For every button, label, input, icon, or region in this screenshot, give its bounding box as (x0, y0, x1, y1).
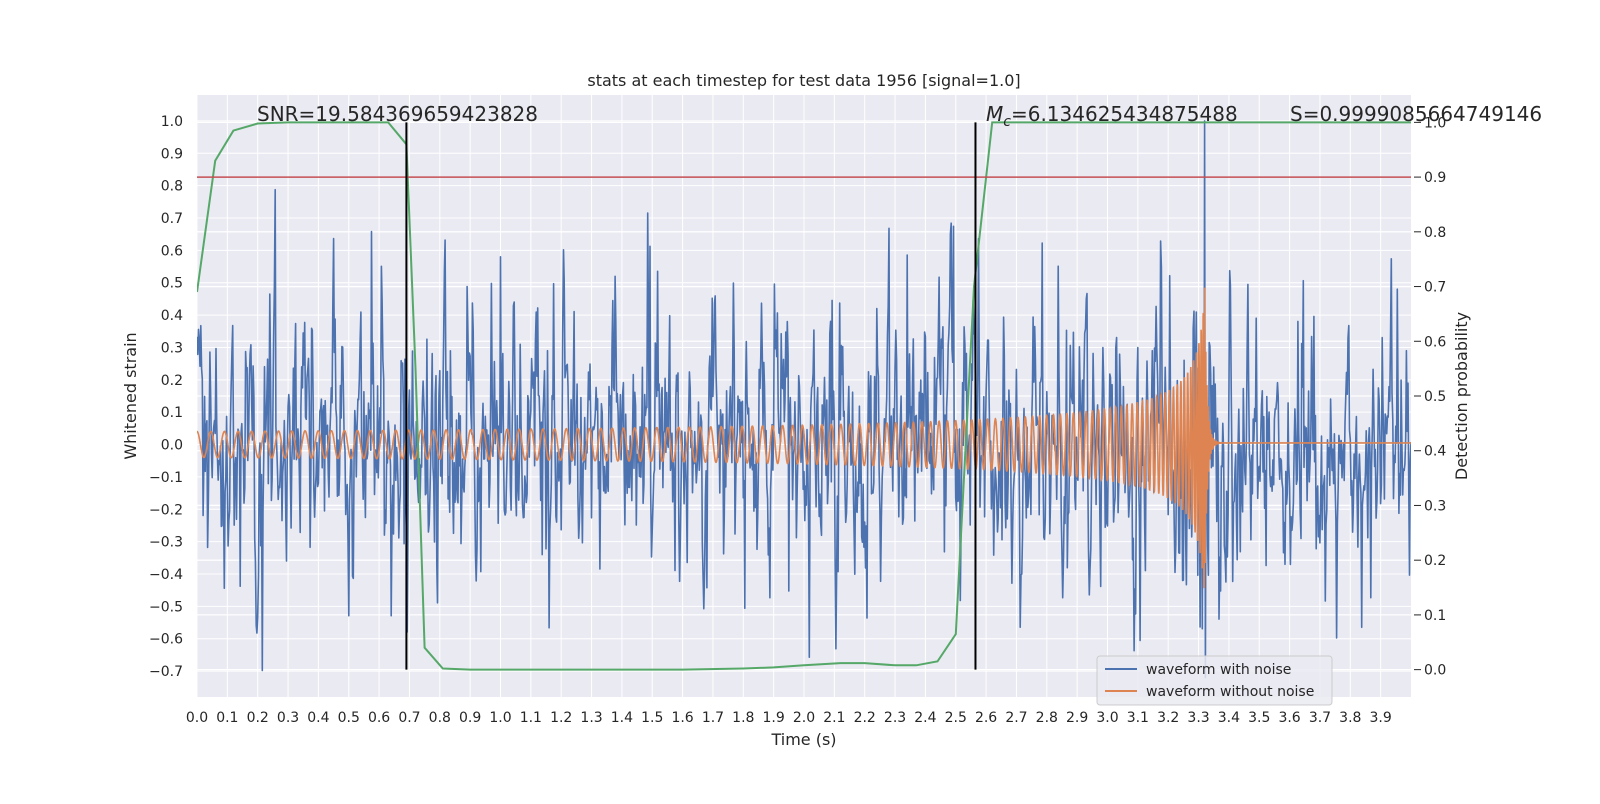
x-tick-label: 1.6 (671, 710, 693, 726)
x-tick-label: 0.2 (247, 710, 269, 726)
legend: waveform with noise waveform without noi… (1096, 655, 1333, 706)
x-tick-label: 2.0 (793, 710, 815, 726)
y2-tick-label: 0.6 (1424, 334, 1446, 350)
y2-tick-label: 0.2 (1424, 553, 1446, 569)
y2-tick-label: 0.7 (1424, 280, 1446, 296)
series-detection-probability (197, 121, 1411, 671)
series-layer (197, 120, 1411, 679)
y-tick-label: −0.5 (149, 599, 183, 615)
y-tick-label: 0.0 (161, 438, 183, 454)
series-waveform-without-noise (197, 287, 1411, 589)
y2-tick-label: 0.3 (1424, 498, 1446, 514)
x-tick-label: 1.8 (732, 710, 754, 726)
chirp-mass-annotation: Mc=6.134625434875488 (986, 102, 1238, 130)
y-tick-label: 0.7 (161, 211, 183, 227)
y2-axis-label: Detection probability (1452, 312, 1471, 480)
legend-label-clean: waveform without noise (1146, 684, 1314, 700)
y-tick-label: 0.6 (161, 243, 183, 259)
y-tick-label: −0.4 (149, 567, 183, 583)
x-tick-label: 2.5 (945, 710, 967, 726)
x-tick-label: 3.5 (1248, 710, 1270, 726)
y-tick-label: 1.0 (161, 114, 183, 130)
x-tick-label: 2.1 (823, 710, 845, 726)
chirp-mass-value: =6.134625434875488 (1011, 102, 1238, 126)
x-tick-label: 0.8 (429, 710, 451, 726)
y-tick-label: −0.7 (149, 664, 183, 680)
x-tick-label: 1.4 (611, 710, 633, 726)
x-tick-label: 2.2 (854, 710, 876, 726)
x-tick-label: 1.5 (641, 710, 663, 726)
y-tick-label: 0.5 (161, 276, 183, 292)
x-tick-label: 3.4 (1218, 710, 1240, 726)
x-tick-label: 0.6 (368, 710, 390, 726)
y2-tick-label: 0.9 (1424, 170, 1446, 186)
y-tick-label: 0.1 (161, 405, 183, 421)
y-tick-label: −0.2 (149, 502, 183, 518)
x-tick-label: 1.2 (550, 710, 572, 726)
x-tick-label: 3.3 (1187, 710, 1209, 726)
y2-tick-label: 1.0 (1424, 115, 1446, 131)
x-tick-label: 3.9 (1370, 710, 1392, 726)
x-tick-label: 3.1 (1127, 710, 1149, 726)
y2-tick-label: 0.0 (1424, 663, 1446, 679)
x-tick-label: 1.1 (520, 710, 542, 726)
y-tick-label: −0.3 (149, 535, 183, 551)
x-tick-label: 2.9 (1066, 710, 1088, 726)
snr-annotation: SNR=19.584369659423828 (257, 102, 538, 126)
x-tick-label: 3.2 (1157, 710, 1179, 726)
y-tick-label: 0.3 (161, 340, 183, 356)
chirp-mass-symbol: M (986, 102, 1003, 126)
x-tick-label: 2.6 (975, 710, 997, 726)
x-tick-label: 0.9 (459, 710, 481, 726)
tick-labels: 0.0 0.1 0.2 0.3 0.4 0.5 0.6 0.7 0.8 0.9 1.0 1.1 1.2 1… (149, 114, 1446, 726)
x-tick-label: 2.7 (1005, 710, 1027, 726)
y-tick-label: −0.6 (149, 632, 183, 648)
x-tick-label: 3.0 (1096, 710, 1118, 726)
chart-title: stats at each timestep for test data 195… (587, 71, 1020, 90)
x-tick-label: 1.3 (580, 710, 602, 726)
y2-tick-label: 0.5 (1424, 389, 1446, 405)
legend-box (1096, 655, 1333, 706)
x-tick-label: 2.8 (1036, 710, 1058, 726)
y-tick-label: 0.4 (161, 308, 183, 324)
y-tick-label: 0.9 (161, 146, 183, 162)
chirp-mass-subscript: c (1003, 114, 1011, 130)
s-annotation: S=0.9999085664749146 (1290, 102, 1542, 126)
x-tick-label: 0.1 (216, 710, 238, 726)
x-tick-label: 0.4 (307, 710, 329, 726)
y-tick-label: 0.8 (161, 179, 183, 195)
x-tick-label: 2.4 (914, 710, 936, 726)
x-tick-label: 3.6 (1278, 710, 1300, 726)
y-tick-label: −0.1 (149, 470, 183, 486)
marker-layer (197, 122, 1411, 670)
x-tick-label: 0.0 (186, 710, 208, 726)
x-tick-label: 0.3 (277, 710, 299, 726)
x-tick-label: 2.3 (884, 710, 906, 726)
x-tick-label: 1.0 (489, 710, 511, 726)
y-tick-label: 0.2 (161, 373, 183, 389)
y2-tick-label: 0.8 (1424, 225, 1446, 241)
x-tick-label: 1.9 (763, 710, 785, 726)
x-tick-label: 0.7 (398, 710, 420, 726)
series-waveform-with-noise (197, 120, 1411, 679)
legend-label-noisy: waveform with noise (1146, 662, 1291, 678)
y2-tick-label: 0.1 (1424, 608, 1446, 624)
x-tick-label: 3.7 (1309, 710, 1331, 726)
y-axis-label: Whitened strain (121, 332, 140, 459)
x-tick-label: 1.7 (702, 710, 724, 726)
y2-tick-label: 0.4 (1424, 444, 1446, 460)
x-tick-label: 3.8 (1339, 710, 1361, 726)
x-axis-label: Time (s) (770, 730, 836, 749)
x-tick-label: 0.5 (338, 710, 360, 726)
